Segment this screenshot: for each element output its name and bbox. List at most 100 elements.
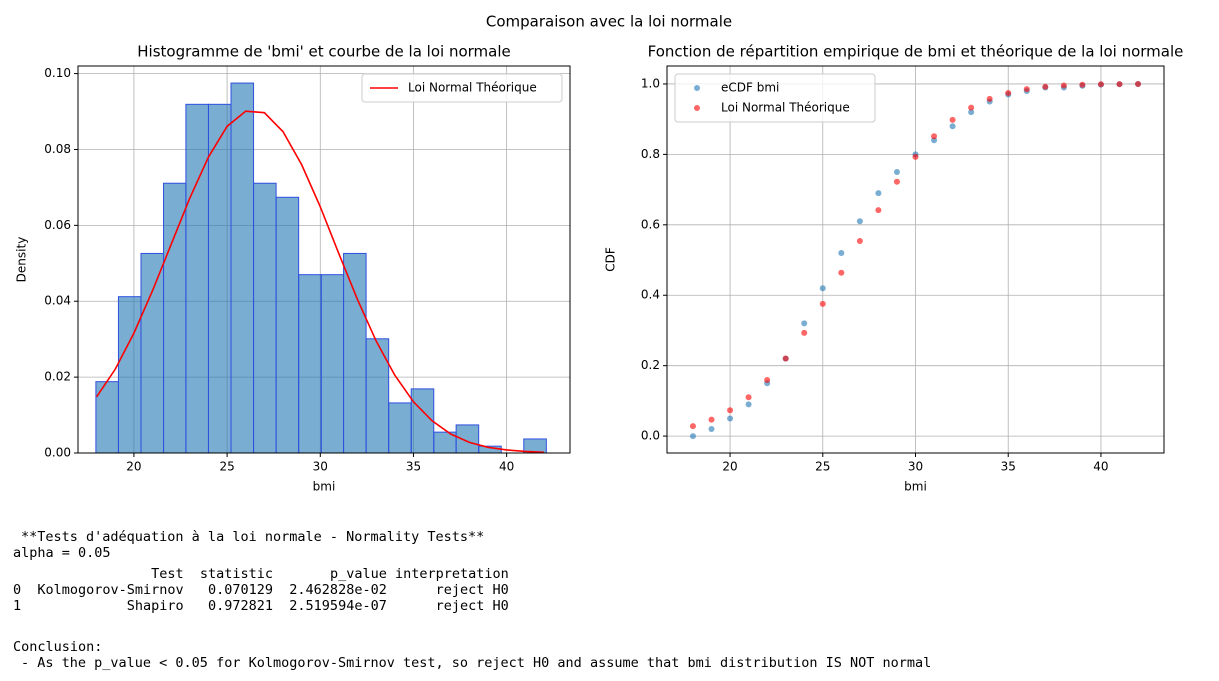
scatter-point (727, 415, 734, 422)
cell: reject H0 (435, 598, 509, 614)
col-header: Test (151, 566, 184, 582)
legend: Loi Normal Théorique (361, 73, 563, 103)
scatter-point (782, 355, 789, 362)
scatter-point (745, 401, 752, 408)
histogram-bar (388, 402, 412, 454)
x-tick-label: 35 (406, 460, 421, 474)
y-tick-label: 0.2 (641, 358, 660, 372)
scatter-point (689, 433, 696, 440)
histogram-bar (298, 274, 322, 454)
scatter-point (1060, 82, 1067, 89)
y-tick-label: 0.8 (641, 147, 660, 161)
histogram-bar (275, 196, 300, 454)
x-tick-label: 35 (1001, 460, 1016, 474)
col-header: p_value (329, 566, 387, 582)
scatter-point (708, 426, 715, 433)
col-header: statistic (199, 566, 274, 582)
scatter-point (801, 329, 808, 336)
scatter-point (819, 300, 826, 307)
scatter-point (1097, 81, 1104, 88)
y-tick-label: 0.06 (44, 218, 71, 232)
y-tick-label: 0.04 (44, 294, 71, 308)
histogram-bar (253, 182, 277, 454)
cell: Shapiro (126, 598, 184, 614)
x-tick-label: 40 (1093, 460, 1108, 474)
scatter-point (727, 407, 734, 414)
scatter-point (1079, 81, 1086, 88)
scatter-point (745, 394, 752, 401)
scatter-point (1042, 83, 1049, 90)
histogram-bar (117, 296, 142, 454)
scatter-point (838, 269, 845, 276)
x-tick-label: 40 (499, 460, 514, 474)
y-tick-label: 1.0 (641, 76, 660, 90)
chart-title: Fonction de répartition empirique de bmi… (648, 43, 1184, 61)
y-axis-label: Density (15, 237, 29, 283)
cell: 0.070129 (208, 582, 274, 598)
scatter-point (1023, 86, 1030, 93)
cell: reject H0 (435, 582, 509, 598)
legend-label: eCDF bmi (721, 81, 779, 95)
histogram-bar (410, 388, 435, 454)
histogram-bar (343, 252, 367, 454)
alpha: alpha = 0.05 (13, 545, 111, 561)
scatter-point (764, 377, 771, 384)
figure: Comparaison avec la loi normale 20 25 30 35… (15, 13, 1184, 494)
legend-frame (361, 73, 563, 103)
cell: Kolmogorov-Smirnov (37, 582, 184, 598)
scatter-point (968, 109, 975, 116)
series-line (95, 110, 544, 454)
scatter-point (856, 237, 863, 244)
histogram-bar (455, 424, 480, 454)
histogram-bar (185, 103, 209, 454)
y-tick-label: 0.10 (44, 66, 71, 80)
histogram-bar (230, 82, 255, 454)
legend-label: Loi Normal Théorique (721, 101, 850, 115)
x-axis-label: bmi (313, 480, 336, 494)
scatter-point (801, 320, 808, 327)
cell: 0 (13, 582, 22, 598)
histogram-bar (140, 252, 165, 454)
scatter-point (986, 95, 993, 102)
chart-title: Histogramme de 'bmi' et courbe de la loi… (137, 43, 510, 61)
x-tick-label: 25 (815, 460, 830, 474)
x-tick-label: 20 (126, 460, 141, 474)
cell: 0.972821 (208, 598, 274, 614)
scatter-point (1135, 81, 1142, 88)
legend-label: Loi Normal Théorique (408, 81, 537, 95)
scatter-point (875, 207, 882, 214)
scatter-point (893, 168, 900, 175)
x-tick-label: 25 (219, 460, 234, 474)
histogram-bar (163, 182, 187, 454)
cell: 1 (13, 598, 22, 614)
col-header: interpretation (394, 566, 509, 582)
conclusion: - As the p_value < 0.05 for Kolmogorov-S… (21, 655, 932, 671)
scatter-point (875, 190, 882, 197)
scatter-point (912, 153, 919, 160)
legend-swatch (694, 85, 700, 91)
scatter-point (949, 116, 956, 123)
y-tick-label: 0.4 (641, 288, 660, 302)
y-tick-label: 0.08 (44, 142, 71, 156)
y-tick-label: 0.00 (44, 446, 71, 460)
y-tick-label: 0.0 (641, 429, 660, 443)
histogram-bar (365, 338, 390, 454)
histogram-bar (320, 274, 345, 454)
scatter-point (949, 123, 956, 130)
scatter-point (819, 285, 826, 292)
legend-swatch (694, 105, 700, 111)
x-tick-label: 30 (908, 460, 923, 474)
scatter-point (968, 104, 975, 111)
scatter-point (708, 416, 715, 423)
legend-frame (674, 73, 876, 123)
scatter-point (689, 423, 696, 430)
axes-frame (77, 65, 571, 454)
table-header: Test statistic p_value interpretation (13, 566, 509, 582)
cell: 2.519594e-07 (289, 598, 387, 614)
x-axis-label: bmi (904, 480, 927, 494)
histogram-bar (207, 103, 232, 454)
scatter-point (856, 218, 863, 225)
scatter-point (1116, 81, 1123, 88)
scatter-point (838, 249, 845, 256)
